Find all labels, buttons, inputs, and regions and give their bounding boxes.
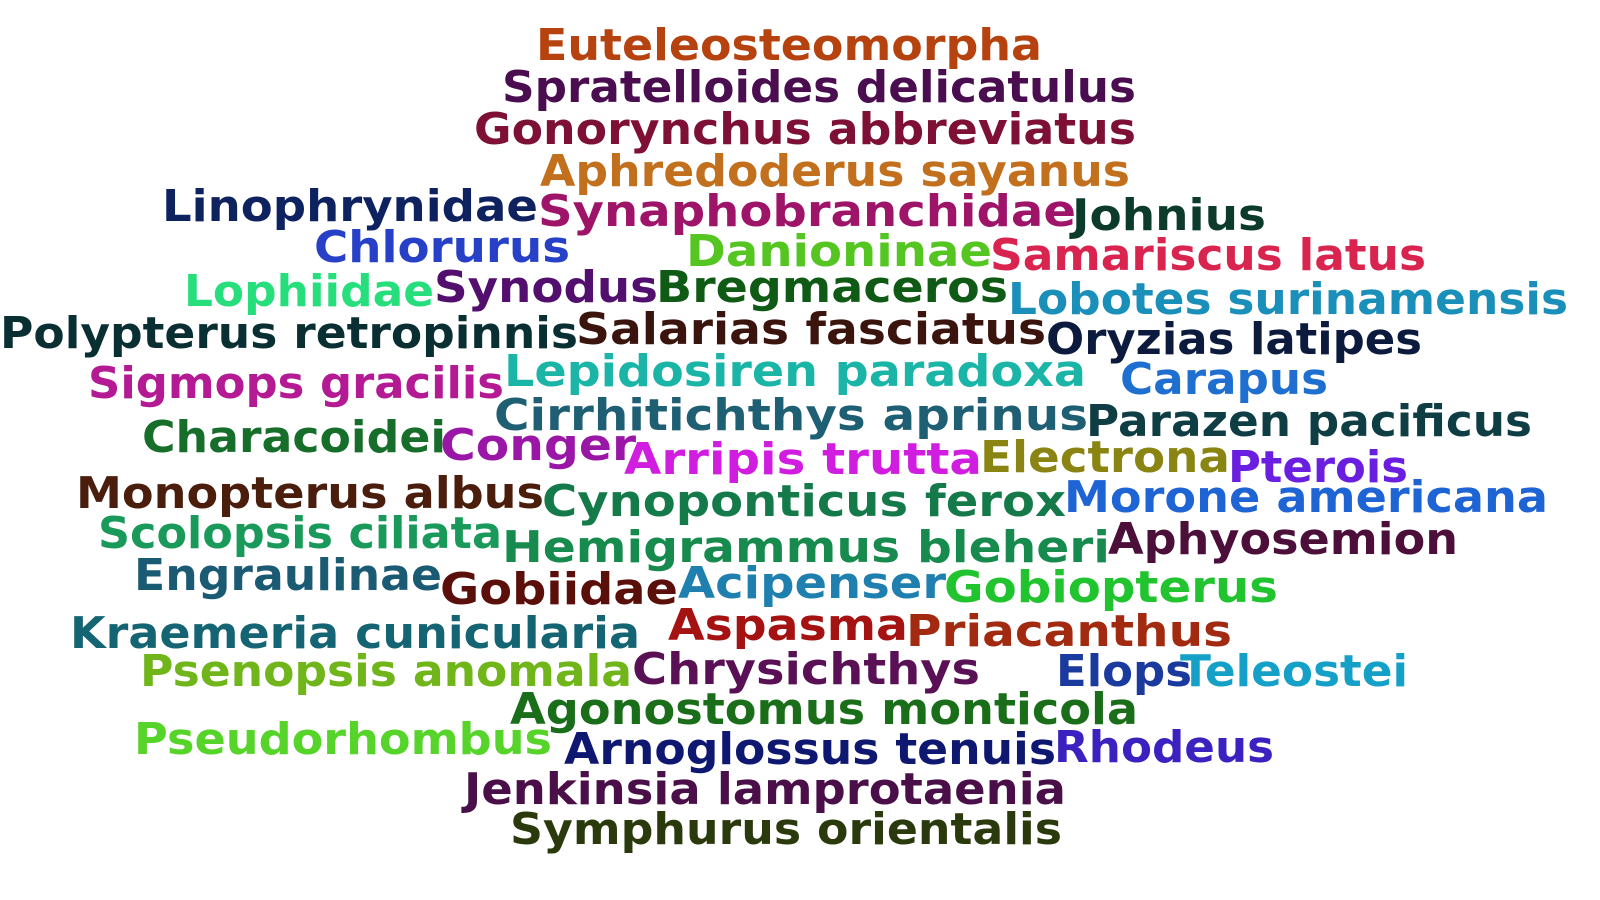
word-engraulinae: Engraulinae: [134, 550, 442, 601]
word-sigmops-gracilis: Sigmops gracilis: [88, 358, 505, 409]
word-spratelloides-delicatulus: Spratelloides delicatulus: [502, 62, 1136, 113]
word-samariscus-latus: Samariscus latus: [990, 230, 1427, 281]
word-lepidosiren-paradoxa: Lepidosiren paradoxa: [504, 346, 1087, 397]
word-acipenser: Acipenser: [678, 558, 947, 609]
word-parazen-pacificus: Parazen pacificus: [1086, 396, 1533, 447]
word-johnius: Johnius: [1072, 190, 1266, 241]
word-arnoglossus-tenuis: Arnoglossus tenuis: [564, 724, 1056, 775]
word-oryzias-latipes: Oryzias latipes: [1046, 314, 1423, 365]
word-gobiidae: Gobiidae: [440, 564, 678, 615]
word-teleostei: Teleostei: [1180, 646, 1408, 697]
word-bregmaceros: Bregmaceros: [656, 262, 1008, 313]
word-lophiidae: Lophiidae: [184, 266, 435, 317]
word-chrysichthys: Chrysichthys: [632, 644, 980, 695]
word-lobotes-surinamensis: Lobotes surinamensis: [1008, 274, 1569, 325]
word-hemigrammus-bleheri: Hemigrammus bleheri: [502, 522, 1111, 573]
word-electrona: Electrona: [980, 432, 1230, 483]
word-gobiopterus: Gobiopterus: [944, 562, 1278, 613]
word-polypterus-retropinnis: Polypterus retropinnis: [0, 308, 579, 359]
word-priacanthus: Priacanthus: [906, 606, 1233, 657]
word-linophrynidae: Linophrynidae: [162, 181, 538, 232]
word-aphredoderus-sayanus: Aphredoderus sayanus: [540, 146, 1131, 197]
word-pterois: Pterois: [1228, 442, 1408, 493]
word-gonorynchus-abbreviatus: Gonorynchus abbreviatus: [474, 104, 1137, 155]
word-symphurus-orientalis: Symphurus orientalis: [510, 804, 1062, 855]
word-kraemeria-cunicularia: Kraemeria cunicularia: [70, 608, 640, 659]
word-characoidei: Characoidei: [142, 412, 447, 463]
word-monopterus-albus: Monopterus albus: [76, 468, 544, 519]
word-rhodeus: Rhodeus: [1054, 722, 1274, 773]
word-aphyosemion: Aphyosemion: [1108, 514, 1459, 565]
word-salarias-fasciatus: Salarias fasciatus: [576, 304, 1047, 355]
word-chlorurus: Chlorurus: [314, 222, 571, 273]
word-pseudorhombus: Pseudorhombus: [134, 714, 553, 765]
word-scolopsis-ciliata: Scolopsis ciliata: [98, 508, 503, 559]
word-synodus: Synodus: [434, 262, 658, 313]
word-carapus: Carapus: [1120, 354, 1328, 405]
word-arripis-trutta: Arripis trutta: [624, 434, 983, 485]
word-cynoponticus-ferox: Cynoponticus ferox: [542, 476, 1067, 527]
word-morone-americana: Morone americana: [1064, 472, 1548, 523]
word-aspasma: Aspasma: [668, 600, 908, 651]
word-synaphobranchidae: Synaphobranchidae: [538, 186, 1076, 237]
word-jenkinsia-lamprotaenia: Jenkinsia lamprotaenia: [464, 764, 1067, 815]
word-conger: Conger: [440, 420, 636, 471]
word-cirrhitichthys-aprinus: Cirrhitichthys aprinus: [494, 390, 1089, 441]
word-euteleosteomorpha: Euteleosteomorpha: [536, 20, 1043, 71]
word-elops: Elops: [1056, 646, 1193, 697]
word-danioninae: Danioninae: [686, 226, 993, 277]
word-agonostomus-monticola: Agonostomus monticola: [510, 684, 1139, 735]
word-psenopsis-anomala: Psenopsis anomala: [140, 646, 632, 697]
